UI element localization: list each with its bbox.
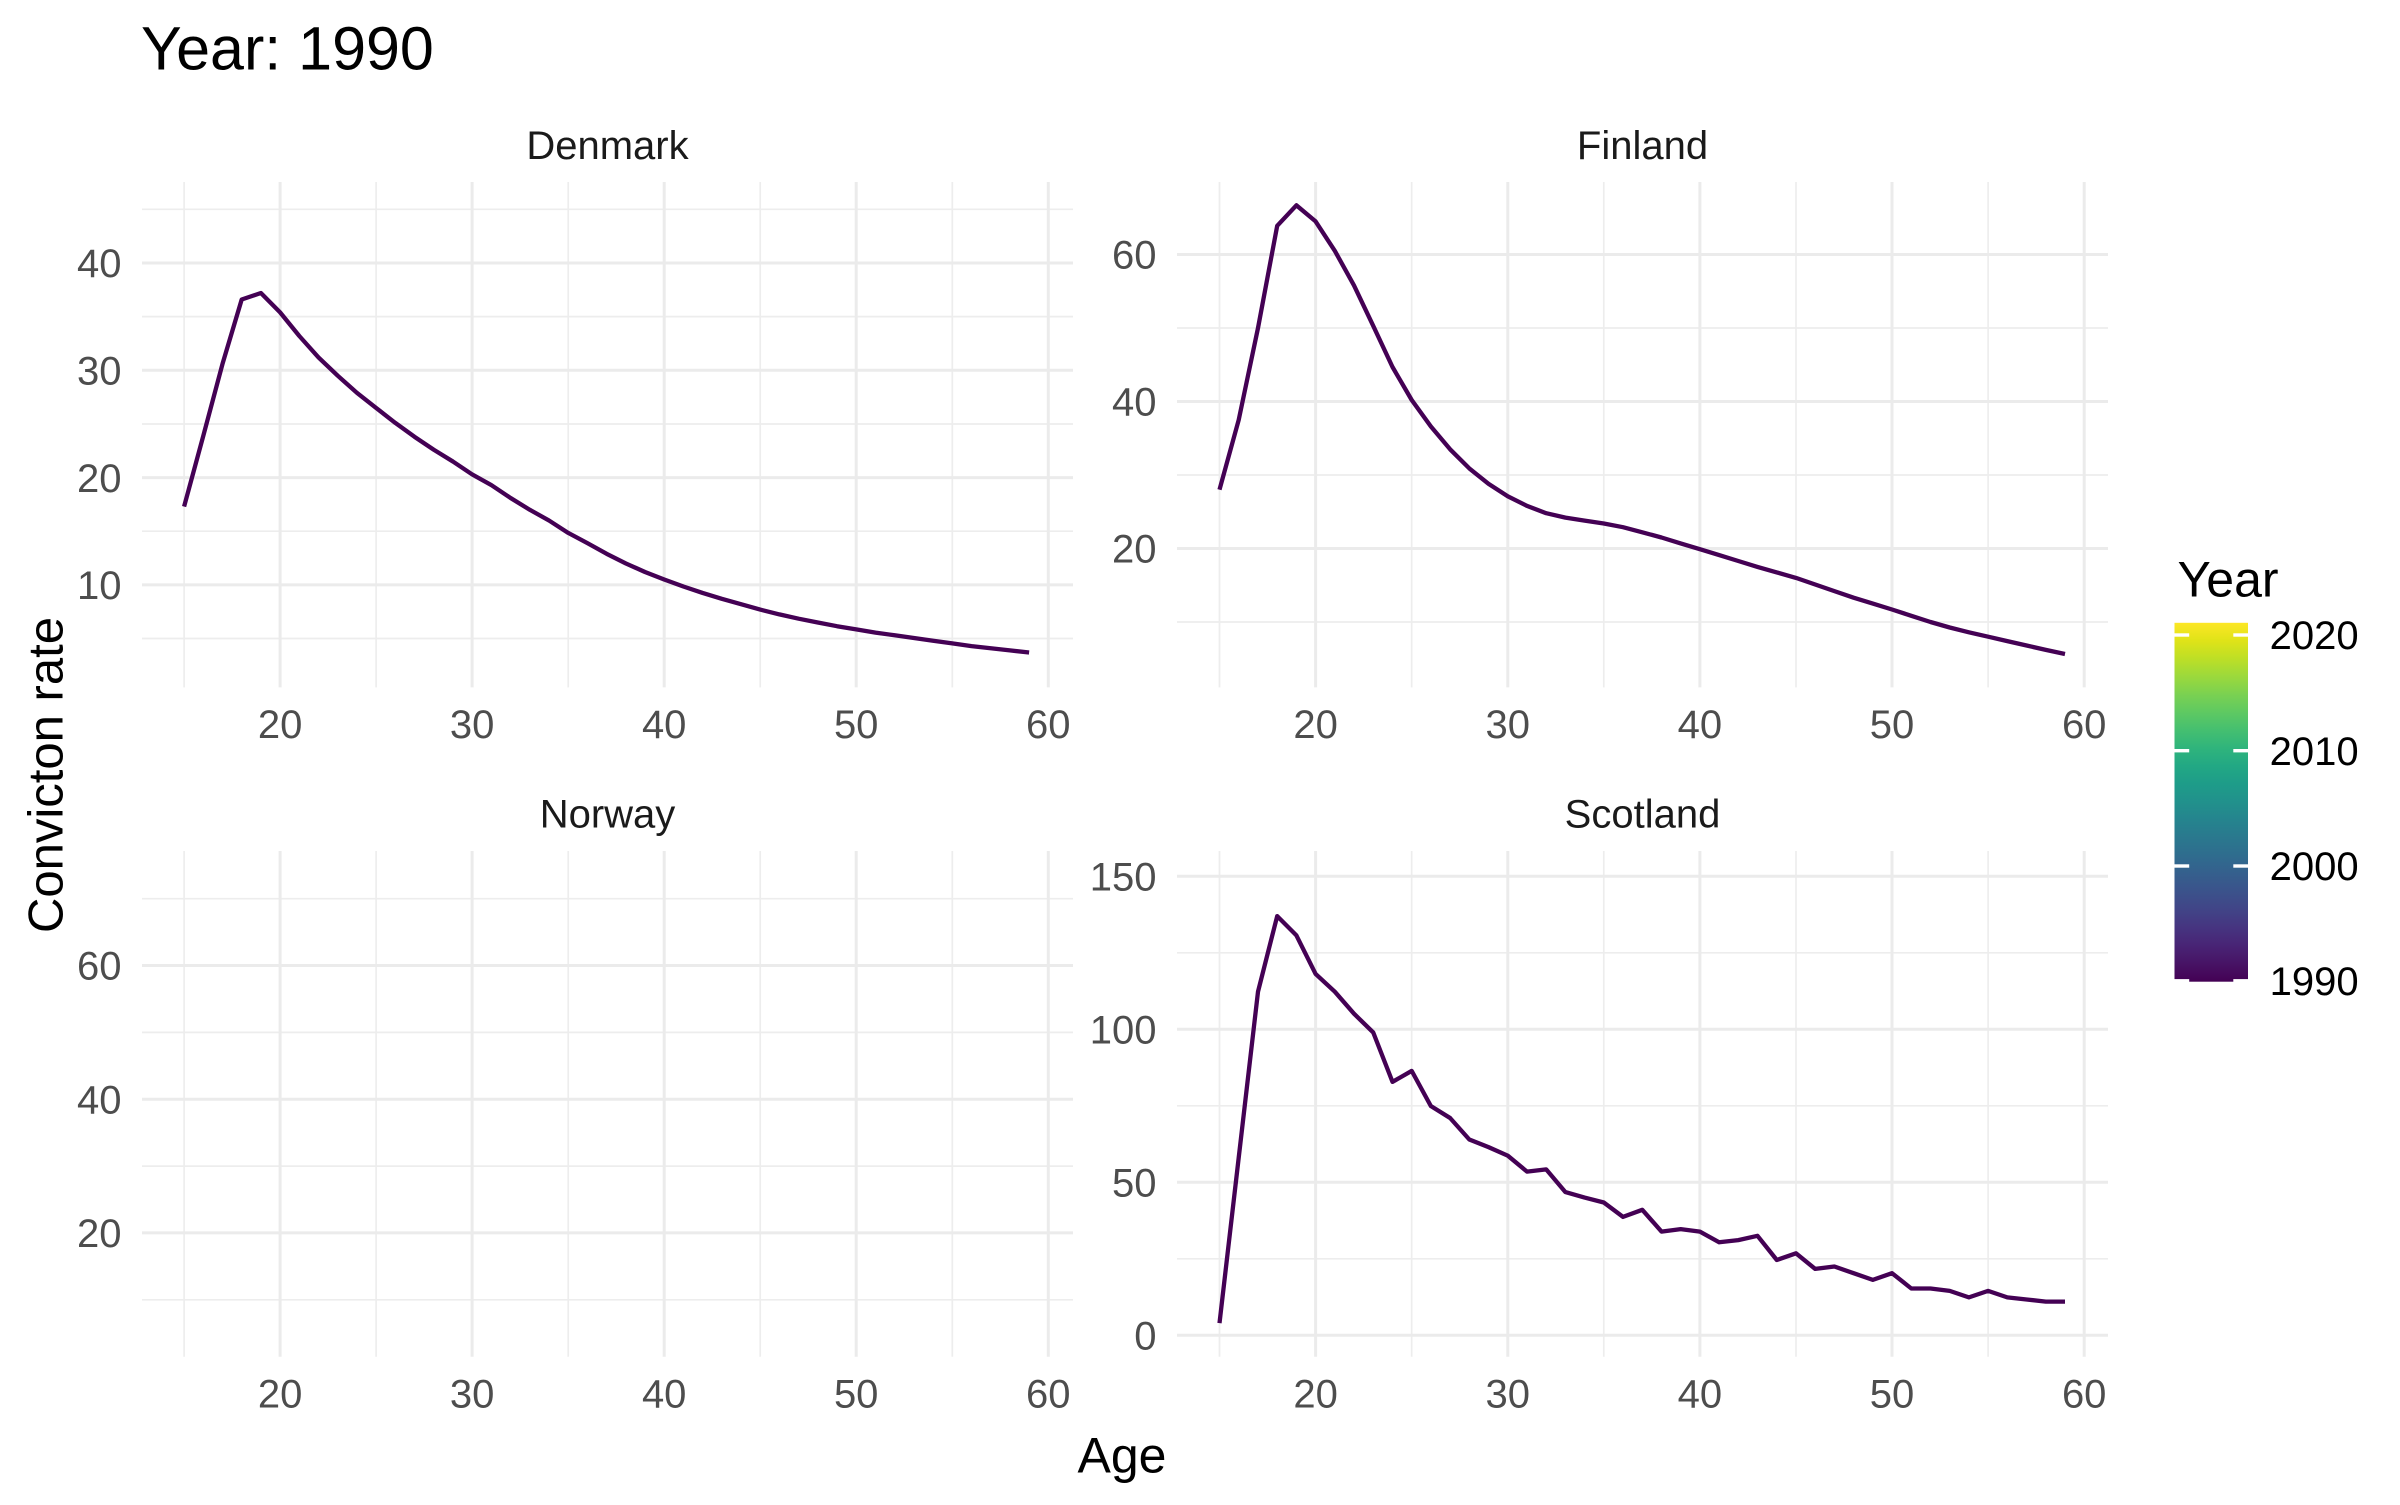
svg-text:40: 40 <box>77 1078 122 1122</box>
svg-text:50: 50 <box>834 1373 879 1417</box>
svg-text:30: 30 <box>450 703 495 747</box>
svg-text:20: 20 <box>1293 703 1338 747</box>
svg-text:30: 30 <box>450 1373 495 1417</box>
svg-text:0: 0 <box>1134 1315 1156 1359</box>
svg-text:Finland: Finland <box>1577 124 1708 168</box>
svg-text:40: 40 <box>642 1373 687 1417</box>
svg-text:20: 20 <box>1293 1373 1338 1417</box>
svg-text:100: 100 <box>1090 1009 1157 1053</box>
svg-text:60: 60 <box>1026 703 1071 747</box>
svg-text:60: 60 <box>77 945 122 989</box>
svg-text:50: 50 <box>834 703 879 747</box>
svg-text:Norway: Norway <box>540 793 676 837</box>
svg-text:60: 60 <box>2062 703 2107 747</box>
svg-text:50: 50 <box>1870 1373 1915 1417</box>
svg-text:30: 30 <box>77 350 122 394</box>
svg-text:60: 60 <box>2062 1373 2107 1417</box>
svg-text:Convicton rate: Convicton rate <box>19 617 73 933</box>
svg-text:60: 60 <box>1112 234 1157 278</box>
svg-text:40: 40 <box>77 242 122 286</box>
svg-text:20: 20 <box>258 703 303 747</box>
svg-text:2020: 2020 <box>2270 614 2359 658</box>
svg-text:30: 30 <box>1486 703 1531 747</box>
svg-text:50: 50 <box>1112 1162 1157 1206</box>
svg-text:50: 50 <box>1870 703 1915 747</box>
svg-text:30: 30 <box>1486 1373 1531 1417</box>
svg-text:Age: Age <box>1078 1428 1167 1484</box>
svg-text:10: 10 <box>77 564 122 608</box>
svg-text:20: 20 <box>1112 528 1157 572</box>
svg-text:40: 40 <box>1112 381 1157 425</box>
svg-text:40: 40 <box>642 703 687 747</box>
svg-text:2000: 2000 <box>2270 845 2359 889</box>
svg-text:Scotland: Scotland <box>1565 793 1721 837</box>
svg-text:Year: Year <box>2178 552 2279 608</box>
svg-text:150: 150 <box>1090 856 1157 900</box>
svg-text:20: 20 <box>77 457 122 501</box>
svg-text:20: 20 <box>258 1373 303 1417</box>
svg-text:Denmark: Denmark <box>526 124 689 168</box>
svg-text:Year: 1990: Year: 1990 <box>141 14 434 82</box>
svg-text:40: 40 <box>1678 703 1723 747</box>
svg-text:1990: 1990 <box>2270 960 2359 1004</box>
svg-text:20: 20 <box>77 1212 122 1256</box>
svg-text:2010: 2010 <box>2270 730 2359 774</box>
svg-text:40: 40 <box>1678 1373 1723 1417</box>
svg-text:60: 60 <box>1026 1373 1071 1417</box>
